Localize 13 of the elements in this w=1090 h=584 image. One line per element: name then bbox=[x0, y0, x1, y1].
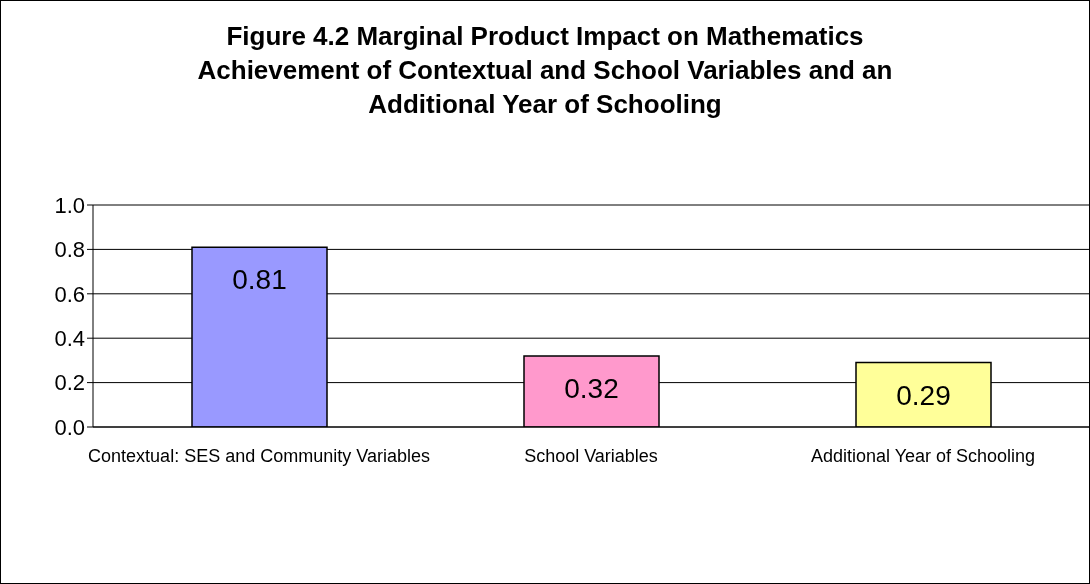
y-tick-label: 0.4 bbox=[54, 326, 85, 352]
y-tick-label: 0.0 bbox=[54, 414, 85, 440]
x-tick-label: School Variables bbox=[524, 445, 658, 466]
chart-title: Figure 4.2 Marginal Product Impact on Mathematics Achievement of Contextual and School Variables and an Additional Year of Schooling bbox=[196, 20, 894, 121]
data-label: 0.32 bbox=[564, 372, 619, 404]
x-tick-label: Contextual: SES and Community Variables bbox=[88, 445, 430, 466]
data-label: 0.29 bbox=[896, 379, 951, 411]
y-tick-label: 0.6 bbox=[54, 281, 85, 307]
x-tick-label: Additional Year of Schooling bbox=[810, 445, 1036, 466]
y-tick-label: 0.2 bbox=[54, 370, 85, 396]
y-tick-label: 0.8 bbox=[54, 237, 85, 263]
y-tick-label: 1.0 bbox=[54, 192, 85, 218]
data-label: 0.81 bbox=[232, 264, 287, 296]
